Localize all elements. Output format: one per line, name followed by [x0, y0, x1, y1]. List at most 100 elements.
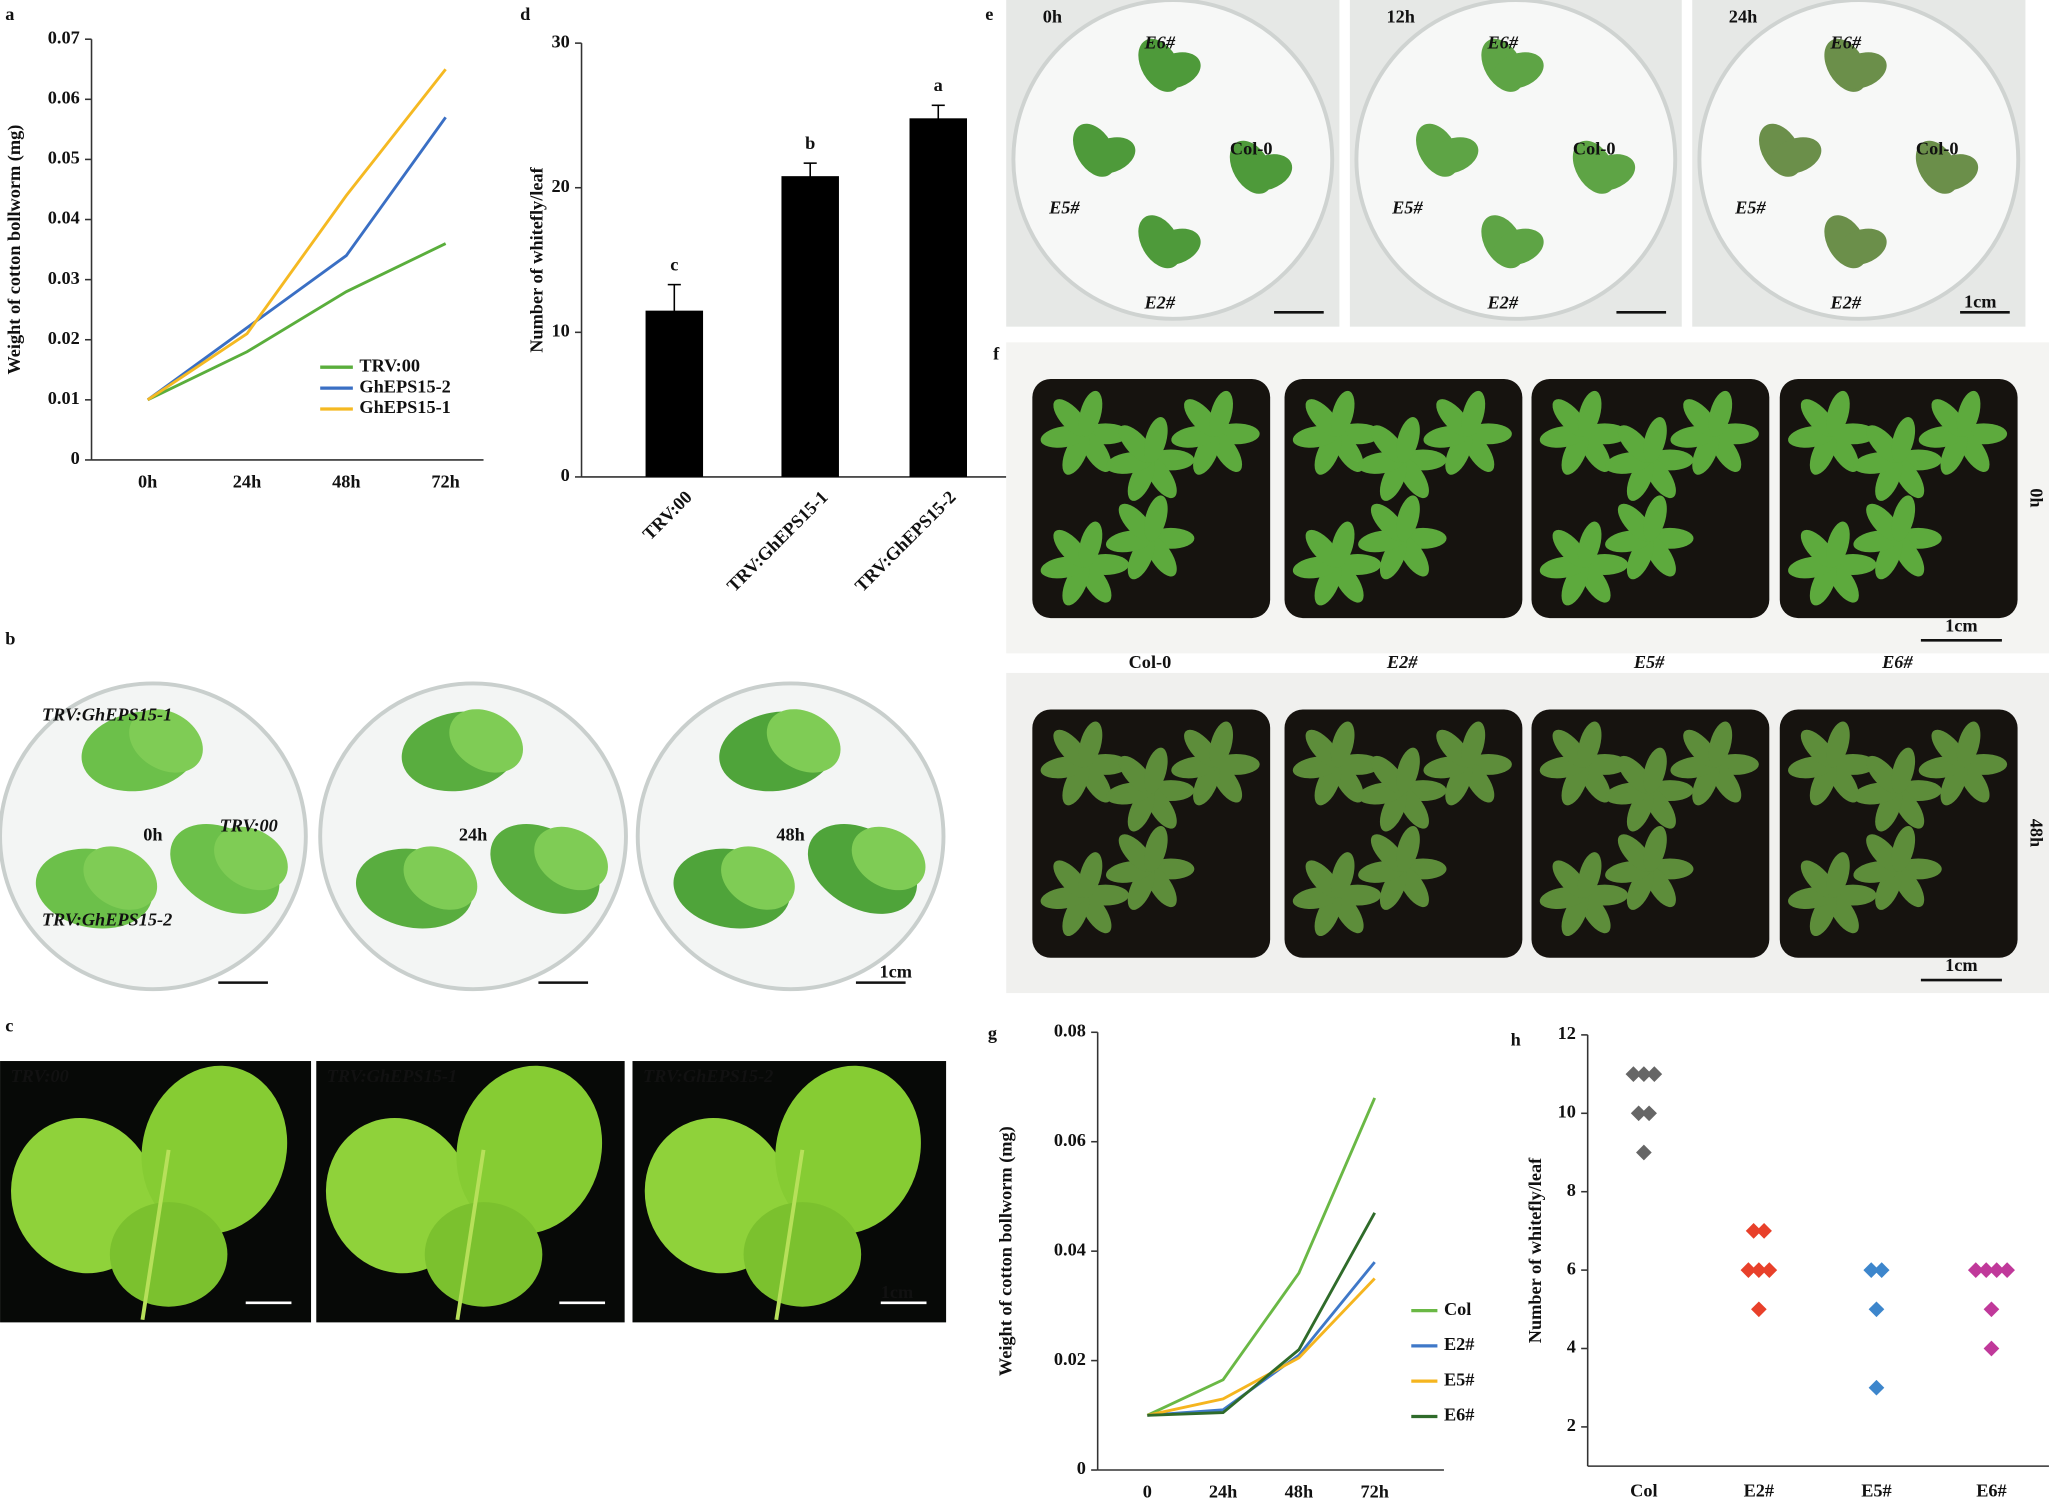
y-tick-label: 0.04 [48, 208, 80, 228]
petri-dish [1697, 0, 2021, 321]
time-label: 48h [2026, 819, 2046, 847]
leaf [1836, 228, 1887, 266]
leaf [1078, 852, 1103, 898]
leaf [1809, 892, 1837, 936]
leaf [1084, 137, 1136, 174]
leaf [1826, 521, 1850, 568]
genotype-label: E6# [1881, 652, 1913, 672]
panel-letter: h [1511, 1030, 1521, 1050]
leaf [1144, 826, 1168, 872]
x-tick-label: 72h [431, 472, 459, 492]
leaf [1127, 866, 1155, 910]
leaf [1379, 787, 1407, 832]
sample-label: TRV:GhEPS15-2 [42, 909, 172, 929]
leaf [1379, 866, 1407, 910]
leaf [1708, 721, 1733, 768]
leaf [1314, 430, 1342, 475]
panel-letter: b [5, 628, 15, 648]
scatter-point [1636, 1144, 1652, 1161]
significance-label: b [805, 133, 815, 153]
leaf [141, 1065, 288, 1235]
leaf [1127, 535, 1155, 580]
scatter-point [1740, 1262, 1757, 1278]
bar [909, 118, 968, 477]
legend-label: Col [1444, 1299, 1471, 1319]
leaf [1209, 390, 1233, 437]
leaf [1692, 761, 1720, 806]
line [1147, 1212, 1376, 1417]
y-tick-label: 0.01 [48, 388, 80, 408]
sample-label: Col-0 [1573, 138, 1616, 158]
x-tick-label: 0 [1143, 1482, 1152, 1502]
legend-label: E2# [1444, 1334, 1474, 1354]
leaf [1379, 457, 1407, 501]
scatter-point [1983, 1340, 2000, 1357]
leaf [766, 709, 841, 773]
x-tick-label: 72h [1360, 1482, 1388, 1502]
leaf [1150, 52, 1201, 89]
leaf [83, 846, 158, 910]
leaf [1445, 761, 1473, 806]
sample-label: E6# [1830, 33, 1862, 53]
leaf [1330, 852, 1355, 898]
leaf [129, 709, 203, 773]
y-tick-label: 0.06 [48, 88, 80, 108]
leaf [1875, 535, 1903, 580]
sample-label: Col-0 [1230, 138, 1273, 158]
y-tick-label: 0 [71, 448, 80, 468]
scatter-point [1868, 1379, 1885, 1396]
leaf [1062, 761, 1090, 806]
y-tick-label: 0.02 [48, 328, 80, 348]
panel-letter: g [988, 1023, 997, 1043]
panel-letter: a [5, 4, 14, 24]
time-label: 24h [459, 824, 487, 844]
leaf [1626, 535, 1654, 580]
leaf [1626, 457, 1654, 501]
y-tick-label: 0.05 [48, 148, 80, 168]
leaf [1314, 561, 1342, 606]
leaf [1940, 761, 1968, 806]
panel-letter: d [520, 4, 530, 24]
leaf [424, 1202, 543, 1307]
leaf [1144, 417, 1168, 463]
leaf [1577, 852, 1602, 898]
panel-letter: c [5, 1015, 13, 1035]
scatter-point [1751, 1301, 1767, 1318]
leaf [1561, 561, 1589, 606]
genotype-label: E5# [1633, 652, 1665, 672]
leaf [1577, 521, 1602, 568]
time-label: 0h [143, 824, 162, 844]
leaf [1891, 495, 1916, 542]
sample-label: TRV:GhEPS15-1 [327, 1066, 457, 1086]
leaf [1193, 430, 1221, 475]
leaf [1493, 52, 1544, 89]
scatter-point [1641, 1105, 1657, 1122]
scatter-point [1646, 1066, 1663, 1082]
leaf [1330, 721, 1355, 768]
time-label: 12h [1386, 6, 1414, 26]
sample-label: E5# [1391, 197, 1423, 217]
bar [645, 310, 704, 477]
y-tick-label: 8 [1567, 1180, 1576, 1200]
y-tick-label: 0.02 [1054, 1349, 1086, 1369]
y-tick-label: 30 [551, 31, 569, 51]
leaf [1493, 228, 1544, 266]
x-tick-label: TRV:GhEPS15-1 [723, 487, 832, 596]
leaf [1127, 787, 1155, 832]
error-bar [803, 162, 817, 190]
legend-label: TRV:00 [359, 355, 420, 375]
leaf [721, 846, 795, 910]
x-tick-label: E5# [1861, 1480, 1891, 1500]
y-axis-label: Number of whitefly/leaf [1525, 1157, 1545, 1343]
time-label: 0h [2026, 488, 2046, 507]
leaf [1314, 892, 1342, 936]
leaf [1461, 721, 1486, 768]
leaf [214, 826, 288, 891]
scale-label: 1cm [1964, 291, 1996, 311]
leaf [403, 846, 478, 910]
x-tick-label: E6# [1976, 1480, 2006, 1500]
leaf [1940, 430, 1968, 475]
scatter-point [1873, 1262, 1890, 1278]
leaf [1875, 866, 1903, 910]
